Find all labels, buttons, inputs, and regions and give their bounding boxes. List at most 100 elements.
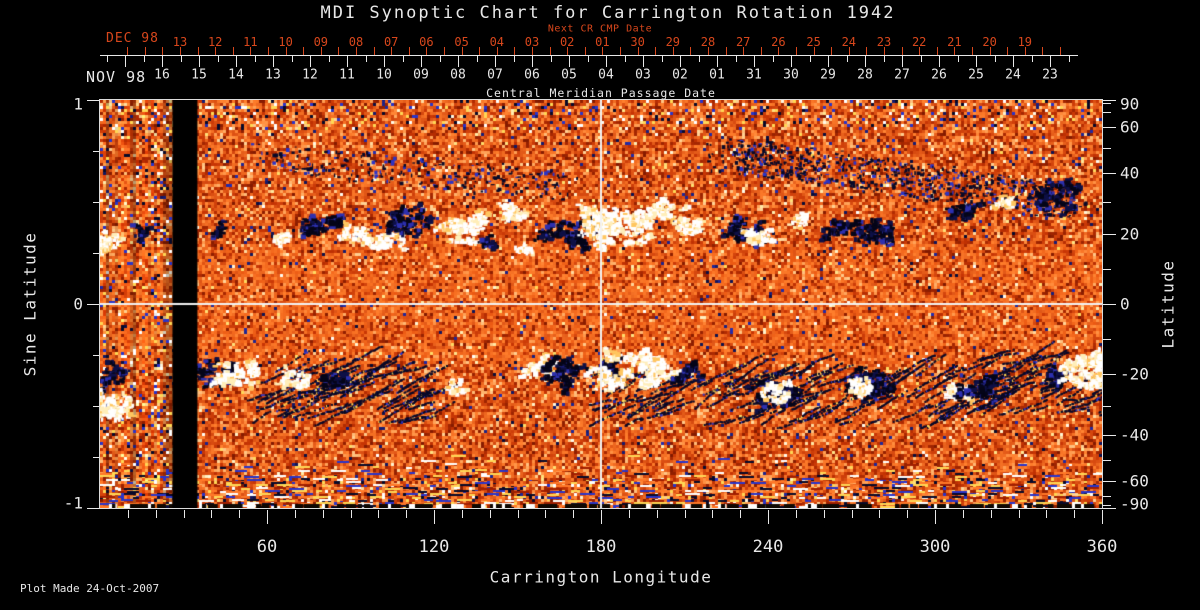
cmp-day-label: 27 <box>894 67 910 83</box>
next-cr-tick <box>989 47 991 55</box>
cmp-tick <box>902 56 903 67</box>
cmp-tick <box>1031 56 1033 62</box>
cmp-tick <box>846 56 848 62</box>
right-axis-tick-label: 90 <box>1120 94 1140 114</box>
cmp-tick <box>865 56 866 67</box>
right-axis-tick-label: 40 <box>1120 163 1140 183</box>
right-axis-tick-label: -60 <box>1120 471 1149 491</box>
cmp-day-label: 16 <box>154 67 170 83</box>
right-axis-tick <box>1103 103 1111 105</box>
next-cr-day-label: 07 <box>383 35 399 49</box>
right-axis-tick <box>1103 460 1111 462</box>
right-axis-tick <box>1103 172 1116 174</box>
right-axis-tick-label: -20 <box>1120 364 1149 384</box>
left-axis-minor-tick <box>93 355 100 356</box>
bottom-axis-tick <box>1018 510 1020 518</box>
cmp-day-label: 25 <box>968 67 984 83</box>
next-cr-day-label: 11 <box>243 35 258 49</box>
next-cr-day-label: 05 <box>454 35 469 49</box>
next-cr-tick <box>180 47 181 55</box>
bottom-axis-tick <box>851 510 853 518</box>
bottom-axis-tick <box>962 510 964 518</box>
cmp-tick <box>791 56 792 67</box>
next-cr-tick <box>848 47 850 55</box>
next-cr-tick <box>936 47 938 55</box>
cmp-month-label: NOV 98 <box>86 68 147 86</box>
next-cr-tick <box>285 47 287 55</box>
cmp-day-label: 09 <box>413 67 429 83</box>
next-cr-tick <box>813 47 815 55</box>
next-cr-day-label: 21 <box>947 35 962 49</box>
cmp-tick <box>106 56 108 62</box>
bottom-axis-tick <box>434 510 435 524</box>
next-cr-tick <box>760 47 762 55</box>
bottom-axis-tick <box>601 510 602 524</box>
cmp-tick <box>495 56 496 67</box>
next-cr-day-label: 02 <box>559 35 575 49</box>
bottom-axis-tick <box>740 510 742 518</box>
next-cr-tick <box>972 47 973 55</box>
next-cr-day-label: 01 <box>595 35 610 49</box>
next-cr-day-label: 24 <box>841 35 857 49</box>
cmp-tick <box>310 56 311 67</box>
cmp-tick <box>606 56 607 67</box>
cmp-tick <box>883 56 885 62</box>
cmp-tick <box>236 56 237 67</box>
cmp-day-label: 12 <box>302 67 318 83</box>
bottom-axis-tick-label: 60 <box>256 537 278 557</box>
right-axis-tick-label: 20 <box>1120 224 1140 244</box>
date-axis-line <box>100 55 1078 56</box>
next-cr-day-label: 03 <box>524 35 540 49</box>
next-cr-day-label: 26 <box>771 35 786 49</box>
cmp-tick <box>162 56 163 67</box>
next-cr-tick <box>268 47 269 55</box>
bottom-axis-tick <box>684 510 686 518</box>
next-cr-tick <box>866 47 868 55</box>
cmp-day-label: 02 <box>672 67 688 83</box>
bottom-axis-tick <box>406 510 408 518</box>
next-cr-day-label: 20 <box>982 35 997 49</box>
next-cr-tick <box>250 47 252 55</box>
cmp-tick <box>421 56 422 67</box>
cmp-day-label: 07 <box>487 67 503 83</box>
next-cr-day-label: 12 <box>207 35 223 49</box>
left-axis-tick <box>87 304 100 305</box>
next-cr-day-label: 25 <box>806 35 821 49</box>
cmp-day-label: 10 <box>376 67 392 83</box>
cmp-tick <box>569 56 570 67</box>
right-axis-tick <box>1103 127 1116 129</box>
cmp-tick <box>994 56 996 62</box>
cmp-tick <box>735 56 737 62</box>
right-axis-tick <box>1103 339 1111 341</box>
cmp-tick <box>809 56 811 62</box>
right-axis-tick <box>1103 480 1116 482</box>
next-cr-tick <box>162 47 164 55</box>
bottom-axis-tick-label: 240 <box>752 537 784 557</box>
next-cr-tick <box>602 47 604 55</box>
cmp-tick <box>365 56 367 62</box>
cmp-tick <box>532 56 533 67</box>
cmp-tick <box>828 56 829 67</box>
next-cr-day-label: 10 <box>278 35 293 49</box>
bottom-axis-tick-label: 300 <box>919 537 951 557</box>
cmp-tick <box>661 56 663 62</box>
next-cr-tick <box>672 47 674 55</box>
bottom-axis-tick <box>489 510 491 518</box>
cmp-tick <box>254 56 256 62</box>
right-axis-tick-label: -40 <box>1120 425 1149 445</box>
cmp-tick <box>347 56 348 67</box>
next-cr-tick <box>831 47 833 55</box>
next-cr-month-label: DEC 98 <box>106 31 159 46</box>
next-cr-day-label: 22 <box>911 35 927 49</box>
right-axis-tick <box>1103 100 1116 101</box>
cmp-tick <box>939 56 940 67</box>
bottom-axis-tick <box>155 510 157 518</box>
cmp-day-label: 24 <box>1005 67 1021 83</box>
next-cr-tick <box>1007 47 1009 55</box>
next-cr-tick <box>215 47 217 55</box>
cmp-day-label: 11 <box>339 67 355 83</box>
bottom-axis-tick <box>350 510 352 518</box>
next-cr-tick <box>391 47 393 55</box>
bottom-axis-tick <box>823 510 825 518</box>
